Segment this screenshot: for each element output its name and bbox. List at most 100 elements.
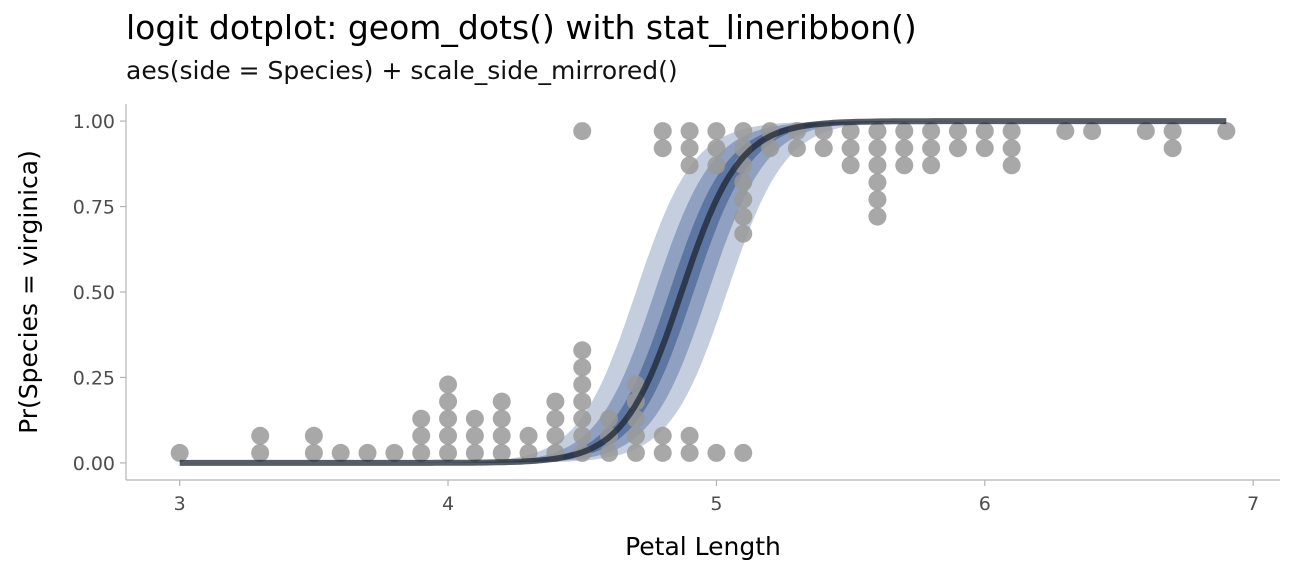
axes-group: 3 4 5 6 7 0.00 0.25 0.50 0.75 1.00: [73, 104, 1280, 515]
dot-versicolor: [465, 409, 484, 428]
dot-versicolor: [304, 426, 323, 445]
dot-virginica: [787, 139, 806, 158]
dot-virginica: [1056, 122, 1075, 141]
dot-virginica: [868, 156, 887, 175]
ribbon-group: [179, 121, 1227, 463]
dot-virginica: [948, 122, 967, 141]
dot-versicolor: [653, 443, 672, 462]
x-tick-label: 3: [174, 493, 186, 515]
x-tick-label: 6: [979, 493, 991, 515]
dot-virginica: [1002, 139, 1021, 158]
dot-versicolor: [465, 443, 484, 462]
dot-virginica: [734, 122, 753, 141]
dot-virginica: [707, 122, 726, 141]
dot-versicolor: [519, 426, 538, 445]
chart-title: logit dotplot: geom_dots() with stat_lin…: [126, 8, 917, 47]
dot-versicolor: [600, 443, 619, 462]
dot-virginica: [1002, 122, 1021, 141]
dot-virginica: [707, 139, 726, 158]
dot-virginica: [707, 156, 726, 175]
dot-versicolor: [412, 409, 431, 428]
dot-versicolor: [439, 426, 458, 445]
dot-versicolor: [573, 375, 592, 394]
dot-versicolor: [680, 443, 699, 462]
dot-versicolor: [439, 409, 458, 428]
dot-virginica: [814, 139, 833, 158]
median-curve: [179, 118, 1227, 466]
dot-virginica: [948, 139, 967, 158]
dot-versicolor: [707, 443, 726, 462]
dot-virginica: [653, 122, 672, 141]
dot-virginica: [1002, 156, 1021, 175]
dot-versicolor: [412, 426, 431, 445]
x-axis-title: Petal Length: [625, 532, 781, 561]
dot-virginica: [734, 173, 753, 192]
dot-virginica: [841, 139, 860, 158]
dot-versicolor: [546, 392, 565, 411]
dot-versicolor: [573, 426, 592, 445]
dot-versicolor: [653, 426, 672, 445]
y-tick-label: 0.75: [73, 197, 115, 219]
chart-subtitle: aes(side = Species) + scale_side_mirrore…: [126, 56, 678, 85]
dot-group: [170, 122, 1236, 462]
dot-versicolor: [573, 341, 592, 360]
dot-versicolor: [331, 443, 350, 462]
dot-virginica: [1163, 139, 1182, 158]
ribbon-80: [179, 121, 1227, 463]
dot-versicolor: [626, 426, 645, 445]
dot-versicolor: [412, 443, 431, 462]
dot-versicolor: [439, 443, 458, 462]
dot-virginica: [573, 122, 592, 141]
dot-virginica: [868, 139, 887, 158]
y-tick-label: 0.50: [73, 282, 115, 304]
dot-versicolor: [251, 426, 270, 445]
dot-versicolor: [170, 443, 189, 462]
dot-virginica: [1163, 122, 1182, 141]
dot-virginica: [895, 156, 914, 175]
dot-virginica: [761, 139, 780, 158]
dot-virginica: [841, 122, 860, 141]
dot-versicolor: [680, 426, 699, 445]
dot-virginica: [895, 139, 914, 158]
y-axis-title: Pr(Species = virginica): [14, 150, 43, 434]
dot-versicolor: [546, 409, 565, 428]
dot-versicolor: [626, 443, 645, 462]
dot-versicolor: [492, 443, 511, 462]
dot-virginica: [868, 173, 887, 192]
dot-virginica: [975, 139, 994, 158]
y-tick-label: 0.25: [73, 367, 115, 389]
dot-versicolor: [439, 375, 458, 394]
dot-virginica: [680, 139, 699, 158]
dot-virginica: [734, 190, 753, 209]
dot-virginica: [680, 156, 699, 175]
dot-versicolor: [600, 409, 619, 428]
dot-virginica: [1217, 122, 1236, 141]
dot-versicolor: [439, 392, 458, 411]
dot-versicolor: [251, 443, 270, 462]
y-tick-label: 0.00: [73, 453, 115, 475]
dot-versicolor: [465, 426, 484, 445]
dot-virginica: [868, 207, 887, 226]
curve-group: [179, 118, 1227, 466]
dot-virginica: [734, 207, 753, 226]
dot-versicolor: [626, 375, 645, 394]
dot-versicolor: [304, 443, 323, 462]
dot-virginica: [734, 224, 753, 243]
dot-virginica: [922, 122, 941, 141]
dot-versicolor: [358, 443, 377, 462]
dot-versicolor: [492, 426, 511, 445]
dot-virginica: [653, 139, 672, 158]
dot-versicolor: [385, 443, 404, 462]
x-tick-label: 5: [710, 493, 722, 515]
x-tick-label: 4: [442, 493, 454, 515]
y-tick-label: 1.00: [73, 111, 115, 133]
dot-virginica: [895, 122, 914, 141]
dot-versicolor: [492, 409, 511, 428]
dot-versicolor: [573, 392, 592, 411]
dot-virginica: [1136, 122, 1155, 141]
dot-virginica: [922, 156, 941, 175]
dot-versicolor: [546, 426, 565, 445]
dot-versicolor: [492, 392, 511, 411]
dot-virginica: [841, 156, 860, 175]
